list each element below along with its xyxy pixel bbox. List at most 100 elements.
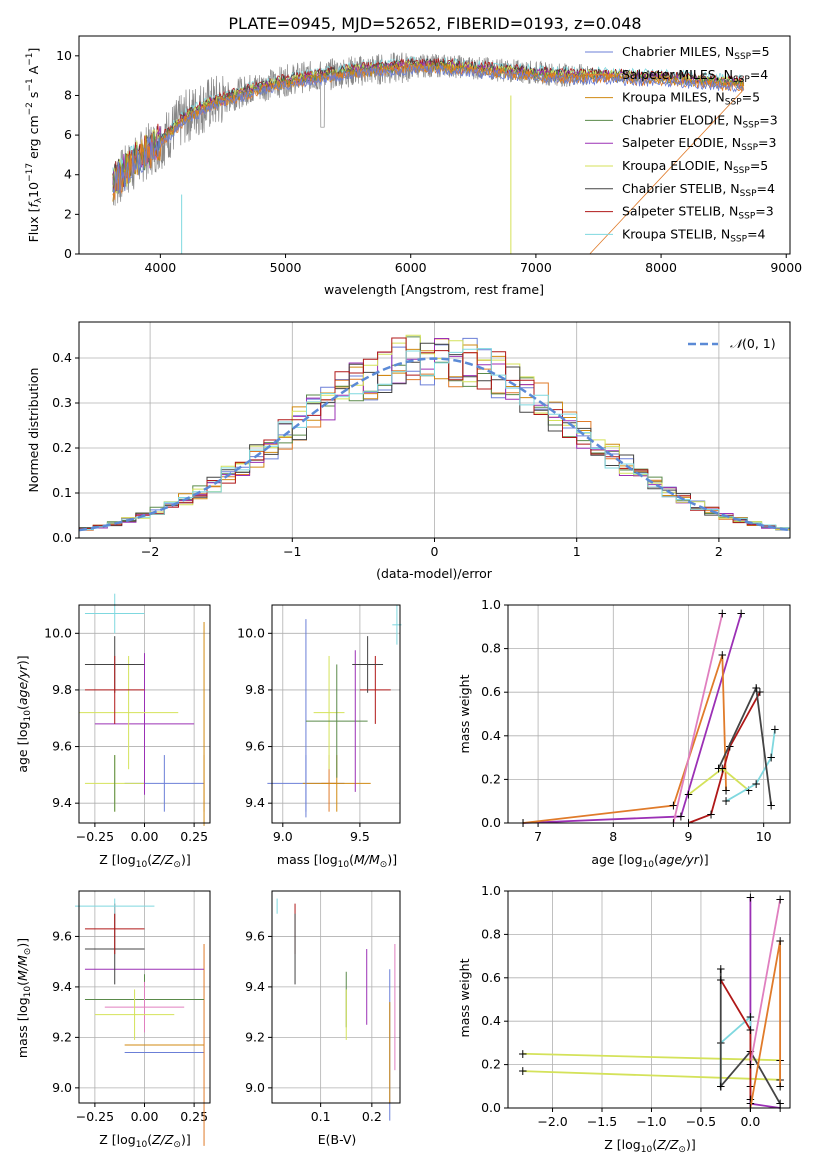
x-tick-label: −0.25 xyxy=(76,1109,114,1124)
legend-label: Chabrier MILES, NSSP=5 xyxy=(622,44,770,62)
x-tick-label: 0.25 xyxy=(180,829,208,844)
weight-marker: + xyxy=(716,962,726,976)
y-tick-label: 10.0 xyxy=(237,625,265,640)
axes-frame xyxy=(78,321,791,539)
legend-label: Kroupa ELODIE, NSSP=5 xyxy=(622,158,768,176)
y-tick-label: 0.8 xyxy=(481,641,501,656)
y-tick-label: 0.2 xyxy=(481,771,501,786)
axes-frame xyxy=(271,604,401,824)
massweight-z-panel: −2.0 −1.5 −1.0 −0.5 0.00.00.20.40.60.81.0+ ++… xyxy=(481,883,791,1129)
x-axis-label: (data-model)/error xyxy=(376,566,493,581)
weight-marker: + xyxy=(775,934,785,948)
x-tick-label: 10 xyxy=(756,829,772,844)
x-tick-label: 7000 xyxy=(520,260,552,275)
weight-marker: + xyxy=(717,762,727,776)
weight-marker: + xyxy=(518,1047,528,1061)
x-axis-label: E(B-V) xyxy=(318,1132,357,1147)
y-tick-label: 8 xyxy=(64,87,72,102)
x-tick-label: 6000 xyxy=(395,260,427,275)
weight-line xyxy=(522,654,727,824)
axes-frame xyxy=(78,890,211,1104)
weight-line xyxy=(725,729,776,802)
x-tick-label: −2 xyxy=(141,544,159,559)
legend-label: Salpeter ELODIE, NSSP=3 xyxy=(622,135,776,153)
weight-line xyxy=(749,940,782,1109)
y-tick-label: 0.0 xyxy=(52,530,72,545)
x-tick-label: −1.5 xyxy=(587,1114,617,1129)
weight-marker: + xyxy=(745,1058,755,1072)
x-tick-label: 0.00 xyxy=(131,829,159,844)
y-axis-label: Flux [fλ10−17 erg cm−2 s−1 A−1] xyxy=(25,48,44,243)
weight-marker: + xyxy=(716,973,726,987)
axes-frame xyxy=(78,604,211,824)
y-tick-label: 2 xyxy=(64,206,72,221)
x-tick-label: 0.25 xyxy=(180,1109,208,1124)
x-tick-label: 0.00 xyxy=(131,1109,159,1124)
x-tick-label: 0 xyxy=(431,544,439,559)
x-tick-label: 9.5 xyxy=(350,829,370,844)
legend-label: 𝒩(0, 1) xyxy=(730,336,776,351)
y-tick-label: 0.4 xyxy=(481,1013,501,1028)
weight-marker: + xyxy=(716,1079,726,1093)
weight-line xyxy=(749,897,781,1109)
x-axis-label: age [log10(age/yr)] xyxy=(591,852,708,870)
weight-line xyxy=(523,613,742,824)
weight-line xyxy=(749,899,781,1065)
x-tick-label: −0.5 xyxy=(686,1114,716,1129)
y-axis-label: Normed distribution xyxy=(26,368,41,493)
x-tick-label: −0.25 xyxy=(76,829,114,844)
gaussian-curve xyxy=(79,357,790,532)
y-tick-label: 9.6 xyxy=(52,739,72,754)
x-tick-label: 2 xyxy=(715,544,723,559)
x-tick-label: 7 xyxy=(534,829,542,844)
weight-marker: + xyxy=(770,722,780,736)
x-tick-label: 9 xyxy=(685,829,693,844)
y-tick-label: 9.6 xyxy=(52,928,72,943)
weight-marker: + xyxy=(721,783,731,797)
weight-marker: + xyxy=(714,762,724,776)
legend-label: Salpeter MILES, NSSP=4 xyxy=(622,67,768,85)
weight-marker: + xyxy=(775,893,785,907)
legend-label: Chabrier STELIB, NSSP=4 xyxy=(622,181,775,199)
y-tick-label: 0.0 xyxy=(481,1100,501,1115)
y-tick-label: 9.6 xyxy=(245,739,265,754)
y-tick-label: 0.0 xyxy=(481,815,501,830)
weight-marker: + xyxy=(751,777,761,791)
y-tick-label: 9.4 xyxy=(245,979,265,994)
x-tick-label: −1 xyxy=(283,544,301,559)
weight-marker: + xyxy=(755,685,765,699)
x-tick-label: 5000 xyxy=(270,260,302,275)
y-tick-label: 0.6 xyxy=(481,684,501,699)
y-tick-label: 6 xyxy=(64,127,72,142)
x-tick-label: 0.1 xyxy=(311,1109,331,1124)
y-tick-label: 0 xyxy=(64,246,72,261)
spectrum-panel: 4000 5000 6000 7000 8000 9000 0 2 4 6 8 10 Chabrier … xyxy=(56,35,802,275)
axes-frame xyxy=(507,890,791,1109)
y-tick-label: 0.2 xyxy=(481,1057,501,1072)
massweight-age-panel: 7 8 9 100.00.20.40.60.81.0+ ++++++++++++++++… xyxy=(481,597,791,844)
y-tick-label: 0.8 xyxy=(481,926,501,941)
axes-frame xyxy=(507,604,791,824)
weight-marker: + xyxy=(706,807,716,821)
weight-marker: + xyxy=(745,1023,755,1037)
weight-line xyxy=(717,684,773,806)
x-tick-label: 9000 xyxy=(770,260,802,275)
spectrum-lines xyxy=(112,52,745,254)
age-mass-panel: 9.0 9.5 9.4 9.6 9.8 10.0 xyxy=(237,604,402,844)
weight-marker: + xyxy=(744,783,754,797)
y-tick-label: 0.1 xyxy=(52,485,72,500)
weight-marker: + xyxy=(775,1079,785,1093)
weight-marker: + xyxy=(676,809,686,823)
weight-marker: + xyxy=(717,648,727,662)
x-axis-label: Z [log10(Z/Z⊙)] xyxy=(99,1132,190,1150)
weight-marker: + xyxy=(766,799,776,813)
weight-marker: + xyxy=(725,740,735,754)
y-tick-label: 10.0 xyxy=(44,625,72,640)
x-tick-label: 4000 xyxy=(144,260,176,275)
y-tick-label: 9.0 xyxy=(52,1080,72,1095)
legend-label: Kroupa STELIB, NSSP=4 xyxy=(622,226,766,244)
mass-z-panel: −0.25 0.00 0.25 9.0 9.2 9.4 9.6 xyxy=(52,890,211,1146)
y-tick-label: 0.4 xyxy=(481,728,501,743)
weight-marker: + xyxy=(518,1064,528,1078)
